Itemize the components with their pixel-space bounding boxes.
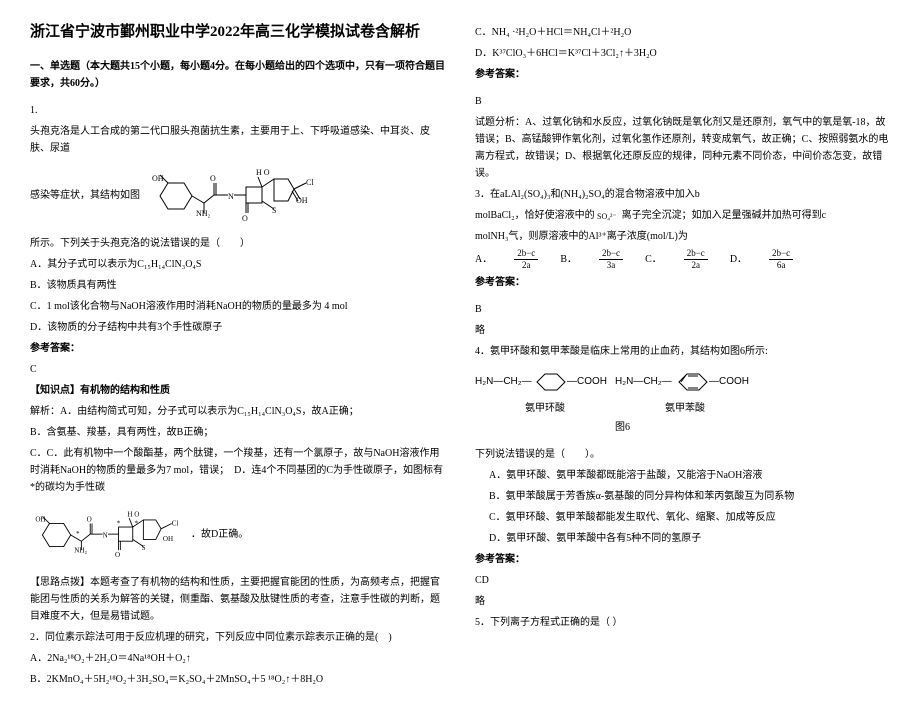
q5-stem: 5．下列离子方程式正确的是（ ） [475,614,890,631]
q1-answer: C [30,361,445,378]
svg-text:H₂N—CH₂—: H₂N—CH₂— [475,376,532,387]
q2-answer: B [475,93,890,110]
q2-optB: B．2KMnO₄＋5H₂¹⁸O₂＋3H₂SO₄＝K₂SO₄＋2MnSO₄＋5 ¹… [30,671,445,688]
q3-answer-label: 参考答案： [475,274,890,291]
q3-line2b: 离子完全沉淀；如加入足量强碱并加热可得到c [622,210,826,221]
svg-text:SO₄²⁻: SO₄²⁻ [597,212,617,221]
q3-fracA: 2b−c2a [514,249,538,270]
svg-text:OH: OH [163,535,173,543]
q3-answer: B [475,301,890,318]
q4-structures: H₂N—CH₂— —COOH H₂N—CH₂— —COOH [475,364,835,400]
page-title: 浙江省宁波市鄞州职业中学2022年高三化学模拟试卷含解析 [30,20,445,46]
svg-text:S: S [272,206,276,215]
q3-line2a: molBaCl₂，恰好使溶液中的 [475,210,595,221]
q1-explain-1: 解析：A．由结构简式可知，分子式可以表示为C₁₅H₁₄ClN₃O₄S，故A正确； [30,403,445,420]
q4-optC: C．氨甲环酸、氨甲苯酸都能发生取代、氧化、缩聚、加成等反应 [475,509,890,526]
q1-knowledge-label: 【知识点】有机物的结构和性质 [30,382,445,399]
q3-fracC: 2b−c2a [684,249,708,270]
svg-text:N: N [103,531,108,539]
q1-explain-3: C．C．此有机物中一个酸酯基，两个肽键，一个羧基，还有一个氯原子，故与NaOH溶… [30,445,445,496]
q1-explain-3b: ．故D正确。 [191,526,248,543]
q4-optB: B．氨甲苯酸属于芳香族α-氨基酸的同分异构体和苯丙氨酸互为同系物 [475,488,890,505]
q3-explain: 略 [475,322,890,339]
q2-stem: 2．同位素示踪法可用于反应机理的研究，下列反应中同位素示踪表示正确的是( ) [30,629,445,646]
svg-text:OH: OH [35,515,45,523]
q4-fig-caption: 图6 [355,419,890,436]
q3-optD-label: D． [730,251,747,268]
q1-number: 1. [30,102,445,119]
so4-ion-icon: SO₄²⁻ [597,210,619,222]
svg-text:N: N [228,192,234,201]
q4-stem: 4．氨甲环酸和氨甲苯酸是临床上常用的止血药，其结构如图6所示: [475,343,890,360]
q3-optB-label: B． [560,251,577,268]
q2-optC: C．NH₄ ·²H₂O＋HCl＝NH₄Cl＋²H₂O [475,24,890,41]
q1-optD: D．该物质的分子结构中共有3个手性碳原子 [30,319,445,336]
q2-explain: 试题分析：A、过氧化钠和水反应，过氧化钠既是氧化剂又是还原剂，氧气中的氧是氧-1… [475,114,890,182]
svg-text:Cl: Cl [306,178,314,187]
svg-text:OH: OH [152,174,164,183]
q1-think: 【思路点拨】本题考查了有机物的结构和性质，主要把握官能团的性质，为高频考点，把握… [30,574,445,625]
q3-options: A． 2b−c2a B． 2b−c3a C． 2b−c2a D． 2b−c6a [475,249,890,270]
svg-text:NH₂: NH₂ [196,209,211,218]
svg-text:O: O [87,515,92,523]
svg-text:H O: H O [256,168,270,177]
svg-text:*: * [76,529,80,537]
q4-optA: A．氨甲环酸、氨甲苯酸都既能溶于盐酸，又能溶于NaOH溶液 [475,467,890,484]
q3-fracB: 2b−c3a [599,249,623,270]
q4-optD: D．氨甲环酸、氨甲苯酸中各有5种不同的氢原子 [475,530,890,547]
q3-line3: molNH₃气，则原溶液中的Al³⁺离子浓度(mol/L)为 [475,228,890,245]
q1-optB: B．该物质具有两性 [30,277,445,294]
q1-optA: A．其分子式可以表示为C₁₅H₁₄ClN₃O₄S [30,256,445,273]
q3-line2: molBaCl₂，恰好使溶液中的 SO₄²⁻ 离子完全沉淀；如加入足量强碱并加热… [475,207,890,224]
q1-ask: 所示。下列关于头孢克洛的说法错误的是（ ） [30,235,445,252]
svg-text:O: O [115,551,120,559]
q4-answer-label: 参考答案： [475,551,890,568]
q2-optD: D．K³⁷ClO₃＋6HCl＝K³⁷Cl＋3Cl₂↑＋3H₂O [475,45,890,62]
q1-answer-label: 参考答案： [30,340,445,357]
q2-optA: A．2Na₂¹⁸O₂＋2H₂O＝4Na¹⁸OH＋O₂↑ [30,650,445,667]
svg-text:H₂N—CH₂—: H₂N—CH₂— [615,376,672,387]
q3-optC-label: C． [645,251,662,268]
q4-label1: 氨甲环酸 [525,400,565,417]
svg-text:*: * [117,519,121,527]
svg-text:O: O [242,214,248,223]
svg-text:H O: H O [127,510,139,518]
q3-fracD: 2b−c6a [769,249,793,270]
q1-structure-row: 感染等症状，其结构如图 OH NH₂ O N O [30,161,445,231]
column-right: C．NH₄ ·²H₂O＋HCl＝NH₄Cl＋²H₂O D．K³⁷ClO₃＋6HC… [475,20,890,692]
q1-structure-row-2: OH NH₂ O N * * O [30,500,445,570]
svg-text:O: O [210,174,216,183]
svg-text:—COOH: —COOH [567,376,607,387]
svg-text:Cl: Cl [172,519,179,527]
q3-line1: 3．在aLAl₂(SO₄)₃和(NH₄)₂SO₄的混合物溶液中加入b [475,186,890,203]
q2-answer-label: 参考答案： [475,66,890,83]
q4-explain: 略 [475,593,890,610]
svg-text:NH₂: NH₂ [74,546,87,554]
svg-text:—COOH: —COOH [709,376,749,387]
q4-label2: 氨甲苯酸 [665,400,705,417]
column-left: 浙江省宁波市鄞州职业中学2022年高三化学模拟试卷含解析 一、单选题（本大题共1… [30,20,445,692]
q4-ask: 下列说法错误的是（ ）。 [475,446,890,463]
q4-labels-row: 氨甲环酸 氨甲苯酸 [525,400,890,417]
q1-tail: 感染等症状，其结构如图 [30,187,140,204]
q4-answer: CD [475,572,890,589]
section-heading: 一、单选题（本大题共15个小题，每小题4分。在每小题给出的四个选项中，只有一项符… [30,58,445,92]
molecule-diagram-1: OH NH₂ O N O S [146,161,321,231]
q1-intro: 头孢克洛是人工合成的第二代口服头孢菌抗生素，主要用于上、下呼吸道感染、中耳炎、皮… [30,123,445,157]
molecule-diagram-2: OH NH₂ O N * * O [30,500,185,570]
q1-optC: C．1 mol该化合物与NaOH溶液作用时消耗NaOH的物质的量最多为 4 mo… [30,298,445,315]
q3-optA-label: A． [475,251,492,268]
